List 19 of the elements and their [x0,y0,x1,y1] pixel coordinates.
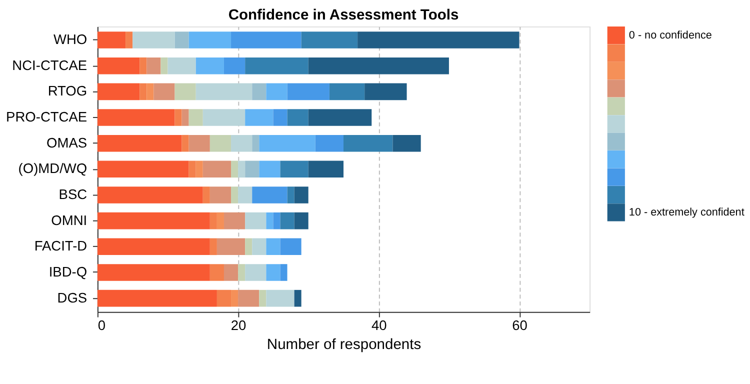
chart-title: Confidence in Assessment Tools [228,8,459,24]
y-tick-label: FACIT-D [34,238,88,254]
legend-label: 0 - no confidence [628,29,712,42]
y-tick-label: RTOG [48,84,88,99]
y-tick-label: BSC [58,186,88,202]
y-tick-label: PRO-CTCAE [6,109,88,124]
y-tick-label: OMNI [51,212,88,228]
x-tick-label: 0 [98,318,106,334]
y-tick-label: (O)MD/WQ [18,161,88,176]
y-tick-label: NCI-CTCAE [12,58,88,73]
x-tick-label: 40 [371,318,388,334]
x-tick-label: 20 [230,318,247,334]
y-tick-label: IBD-Q [48,264,88,280]
x-tick-label: 60 [512,318,528,334]
x-axis-title: Number of respondents [266,336,422,353]
legend-label: 10 - extremely confident [628,206,744,218]
y-tick-label: WHO [53,32,88,47]
y-tick-label: DGS [57,290,88,306]
y-tick-label: OMAS [46,135,88,150]
